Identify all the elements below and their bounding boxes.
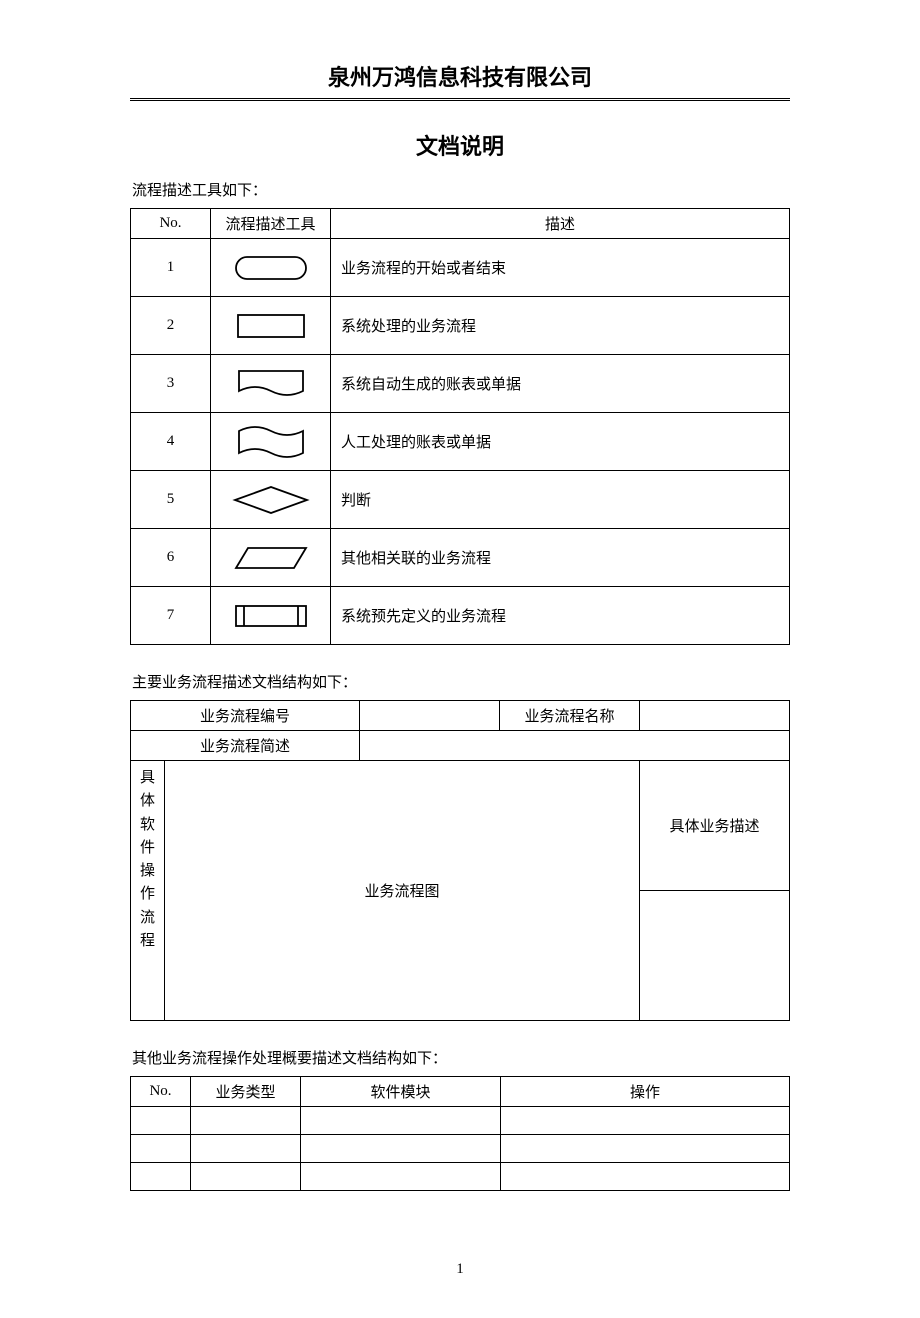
- row-desc: 其他相关联的业务流程: [331, 529, 790, 587]
- flow-name-value: [640, 701, 790, 731]
- detail-desc-header: 具体业务描述: [640, 761, 790, 891]
- row-desc: 系统处理的业务流程: [331, 297, 790, 355]
- table-row: 4 人工处理的账表或单据: [131, 413, 790, 471]
- flow-id-label: 业务流程编号: [131, 701, 360, 731]
- row-no: 4: [131, 413, 211, 471]
- table-row: [131, 1107, 790, 1135]
- section1-label: 流程描述工具如下：: [132, 179, 790, 200]
- t3-header-module: 软件模块: [301, 1077, 501, 1107]
- main-process-structure-table: 业务流程编号 业务流程名称 业务流程简述 具体软件操作流程 业务流程图 具体业务…: [130, 700, 790, 1021]
- row-no: 6: [131, 529, 211, 587]
- document-shape-icon: [211, 355, 331, 413]
- row-desc: 系统自动生成的账表或单据: [331, 355, 790, 413]
- document-title: 文档说明: [130, 129, 790, 161]
- row-no: 5: [131, 471, 211, 529]
- t3-header-type: 业务类型: [191, 1077, 301, 1107]
- table-row: 2 系统处理的业务流程: [131, 297, 790, 355]
- flow-brief-label: 业务流程简述: [131, 731, 360, 761]
- t3-header-op: 操作: [501, 1077, 790, 1107]
- t1-header-tool: 流程描述工具: [211, 209, 331, 239]
- section2-label: 主要业务流程描述文档结构如下：: [132, 671, 790, 692]
- row-no: 7: [131, 587, 211, 645]
- t1-header-no: No.: [131, 209, 211, 239]
- other-process-structure-table: No. 业务类型 软件模块 操作: [130, 1076, 790, 1191]
- flow-name-label: 业务流程名称: [500, 701, 640, 731]
- t1-header-desc: 描述: [331, 209, 790, 239]
- section3-label: 其他业务流程操作处理概要描述文档结构如下：: [132, 1047, 790, 1068]
- table-row: [131, 1135, 790, 1163]
- row-desc: 系统预先定义的业务流程: [331, 587, 790, 645]
- page-number: 1: [130, 1261, 790, 1278]
- flow-id-value: [360, 701, 500, 731]
- flow-brief-value: [360, 731, 790, 761]
- manual-document-shape-icon: [211, 413, 331, 471]
- predefined-process-shape-icon: [211, 587, 331, 645]
- row-no: 1: [131, 239, 211, 297]
- table-row: 3 系统自动生成的账表或单据: [131, 355, 790, 413]
- table-row: 6 其他相关联的业务流程: [131, 529, 790, 587]
- row-no: 3: [131, 355, 211, 413]
- table-row: 7 系统预先定义的业务流程: [131, 587, 790, 645]
- detail-desc-body: [640, 891, 790, 1021]
- flowchart-tools-table: No. 流程描述工具 描述 1 业务流程的开始或者结束 2 系统处理的业务流程 …: [130, 208, 790, 645]
- t3-header-no: No.: [131, 1077, 191, 1107]
- terminator-shape-icon: [211, 239, 331, 297]
- row-desc: 业务流程的开始或者结束: [331, 239, 790, 297]
- row-desc: 判断: [331, 471, 790, 529]
- row-no: 2: [131, 297, 211, 355]
- parallelogram-shape-icon: [211, 529, 331, 587]
- decision-shape-icon: [211, 471, 331, 529]
- flow-chart-label: 业务流程图: [165, 761, 640, 1021]
- table-row: 1 业务流程的开始或者结束: [131, 239, 790, 297]
- process-shape-icon: [211, 297, 331, 355]
- vertical-operation-label: 具体软件操作流程: [131, 761, 165, 1021]
- company-header: 泉州万鸿信息科技有限公司: [130, 60, 790, 101]
- table-row: 5 判断: [131, 471, 790, 529]
- table-row: [131, 1163, 790, 1191]
- row-desc: 人工处理的账表或单据: [331, 413, 790, 471]
